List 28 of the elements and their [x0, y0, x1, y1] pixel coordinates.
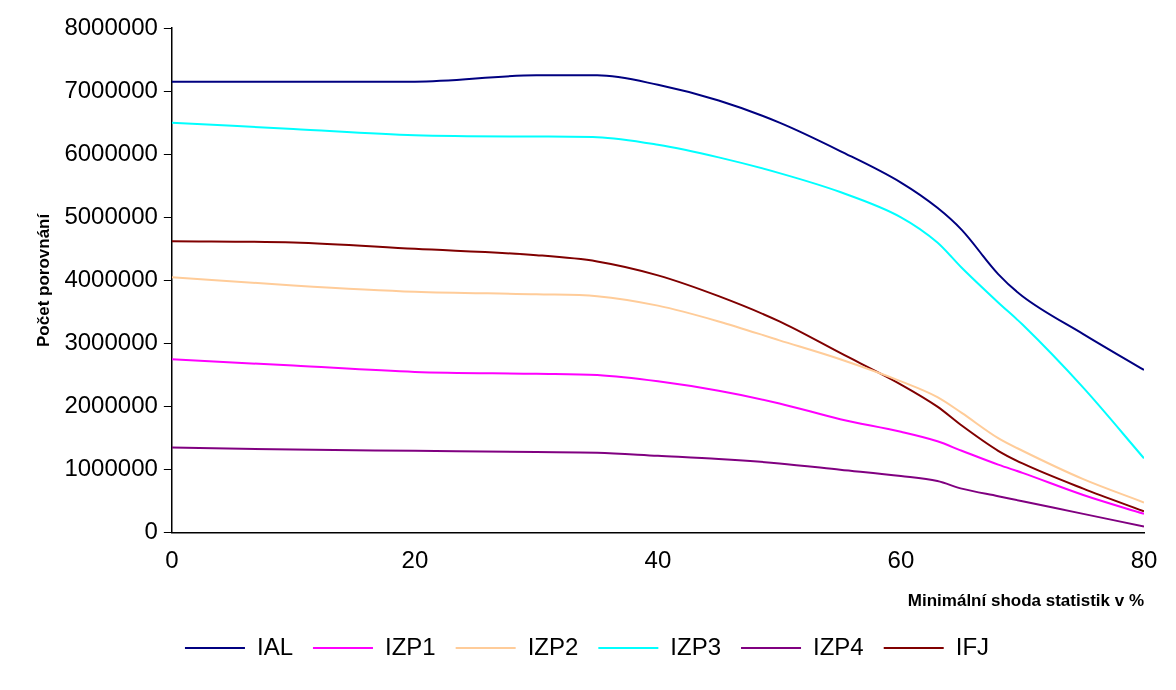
y-tick-label: 6000000: [64, 138, 158, 166]
legend-label: IAL: [256, 632, 293, 660]
x-axis-title: Minimální shoda statistik v %: [907, 591, 1144, 611]
x-tick-label: 0: [165, 545, 179, 573]
y-tick-label: 1000000: [64, 454, 158, 482]
x-tick-label: 40: [644, 545, 672, 573]
y-tick-label: 0: [144, 517, 158, 545]
y-tick-label: 2000000: [64, 391, 158, 419]
legend-label: IZP3: [670, 632, 722, 660]
line-series: [171, 276, 1144, 504]
y-tick-label: 4000000: [64, 265, 158, 293]
y-tick-label: 7000000: [64, 75, 158, 103]
line-series: [171, 121, 1144, 460]
legend-label: IZP1: [384, 632, 436, 660]
y-tick-label: 5000000: [64, 201, 158, 229]
y-tick-label: 3000000: [64, 328, 158, 356]
line-series: [171, 74, 1144, 371]
line-series: [171, 446, 1144, 528]
legend-label: IFJ: [955, 632, 990, 660]
line-series: [171, 358, 1144, 515]
y-axis-title: Počet porovnání: [33, 212, 53, 347]
x-tick-label: 20: [401, 545, 429, 573]
line-series: [171, 240, 1144, 513]
x-tick-label: 60: [887, 545, 915, 573]
legend-label: IZP2: [527, 632, 579, 660]
legend-label: IZP4: [813, 632, 864, 660]
x-tick-label: 80: [1130, 545, 1158, 573]
y-tick-label: 8000000: [64, 12, 158, 40]
